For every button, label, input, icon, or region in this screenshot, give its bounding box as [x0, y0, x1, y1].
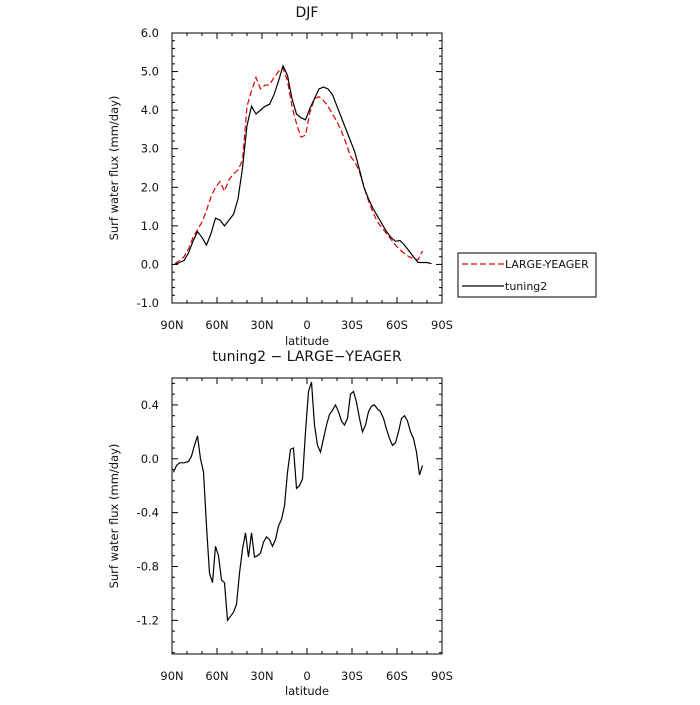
- y-tick-label: 0.0: [141, 257, 159, 271]
- y-axis-label: Surf water flux (mm/day): [107, 444, 121, 589]
- x-tick-label: 90N: [160, 318, 183, 332]
- y-tick-label: 2.0: [141, 180, 159, 194]
- chart-title: tuning2 − LARGE−YEAGER: [212, 349, 402, 365]
- legend-label: LARGE-YEAGER: [505, 258, 589, 271]
- y-tick-label: -0.4: [137, 506, 159, 520]
- x-tick-label: 60S: [386, 669, 408, 683]
- y-tick-label: 6.0: [141, 26, 159, 40]
- x-tick-label: 30S: [341, 669, 363, 683]
- y-tick-label: -1.0: [137, 296, 159, 310]
- x-tick-label: 90S: [431, 669, 453, 683]
- x-tick-label: 0: [303, 669, 310, 683]
- x-tick-label: 30S: [341, 318, 363, 332]
- x-tick-label: 30N: [250, 669, 273, 683]
- y-tick-label: -0.8: [137, 559, 159, 573]
- x-tick-label: 60N: [205, 669, 228, 683]
- y-tick-label: 1.0: [141, 219, 159, 233]
- y-tick-label: 0.4: [141, 398, 159, 412]
- legend-box: [457, 252, 597, 298]
- panel-difference: tuning2 − LARGE−YEAGER 90N 60N 30N 0 30S 60S 90…: [107, 349, 453, 698]
- y-axis-label: Surf water flux (mm/day): [107, 96, 121, 241]
- legend-label: tuning2: [505, 280, 547, 293]
- x-axis-label: latitude: [285, 334, 329, 348]
- y-tick-label: -1.2: [137, 613, 159, 627]
- x-tick-label: 60S: [386, 318, 408, 332]
- chart-title: DJF: [296, 5, 319, 21]
- x-tick-label: 90N: [160, 669, 183, 683]
- x-tick-label: 60N: [205, 318, 228, 332]
- plot-frame: [171, 32, 443, 304]
- x-tick-label: 90S: [431, 318, 453, 332]
- series-line-tuning2: [174, 64, 432, 265]
- panel-djf: DJF 90N 60N 30N 0 30S 60S 90S -1.0 0.0 1.0 2.0 3.0 4.…: [107, 5, 597, 348]
- x-tick-label: 30N: [250, 318, 273, 332]
- legend: LARGE-YEAGER tuning2: [457, 252, 597, 298]
- series-line-difference: [172, 381, 424, 622]
- y-tick-label: 4.0: [141, 103, 159, 117]
- x-tick-label: 0: [303, 318, 310, 332]
- x-axis-label: latitude: [285, 684, 329, 698]
- y-tick-label: 5.0: [141, 65, 159, 79]
- y-tick-label: 3.0: [141, 142, 159, 156]
- y-tick-label: 0.0: [141, 452, 159, 466]
- series-line-large-yeager: [174, 66, 424, 265]
